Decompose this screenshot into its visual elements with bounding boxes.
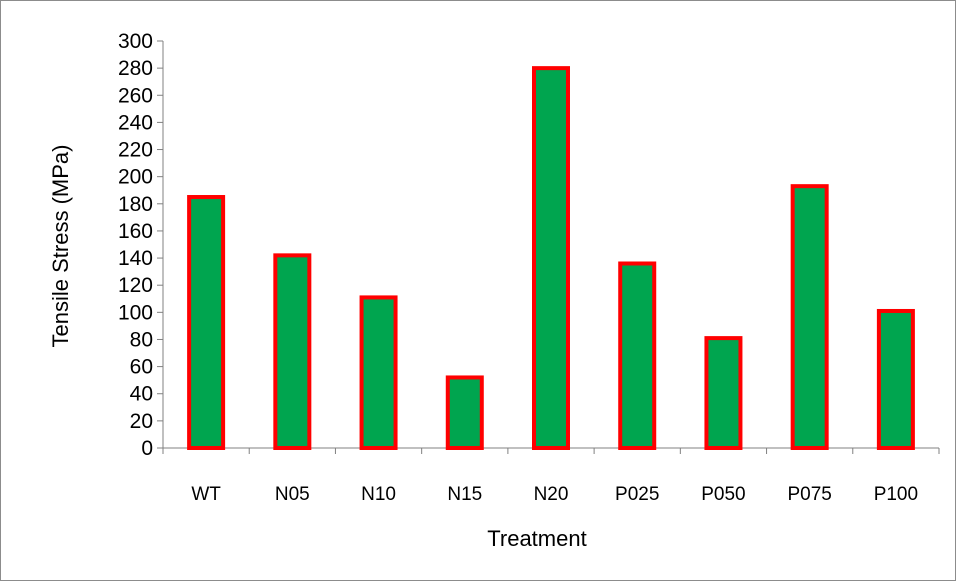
y-tick-label: 200 — [118, 166, 153, 189]
x-tick-label: N10 — [361, 484, 396, 505]
y-tick-label: 120 — [118, 274, 153, 297]
x-tick-label: P100 — [874, 484, 918, 505]
bar-n05 — [273, 253, 312, 450]
bar-n15 — [445, 375, 484, 451]
x-tick-label: N05 — [275, 484, 310, 505]
y-tick-label: 260 — [118, 84, 153, 107]
bar-p050 — [704, 336, 743, 450]
y-tick-label: 0 — [141, 437, 153, 460]
x-tick-label: P025 — [615, 484, 659, 505]
bar-wt — [187, 195, 226, 450]
x-axis-title: Treatment — [487, 526, 586, 551]
bar-n10 — [359, 295, 398, 450]
y-tick-label: 220 — [118, 139, 153, 162]
x-tick-label: WT — [191, 484, 221, 505]
y-tick-label: 80 — [130, 328, 153, 351]
y-tick-label: 280 — [118, 57, 153, 80]
x-tick-label: N15 — [447, 484, 482, 505]
y-tick-label: 180 — [118, 193, 153, 216]
y-tick-label: 20 — [130, 410, 153, 433]
y-tick-label: 100 — [118, 301, 153, 324]
y-axis: 0 20 40 60 80 100 120 140 160 180 200 220 240 260 280 3… — [118, 30, 164, 460]
y-tick-label: 300 — [118, 30, 153, 53]
y-tick-label: 40 — [130, 383, 153, 406]
y-tick-label: 160 — [118, 220, 153, 243]
bar-p025 — [618, 261, 657, 451]
x-axis: WT N05 N10 N15 N20 P025 P050 P075 P100 — [162, 447, 940, 505]
x-tick-label: P075 — [787, 484, 831, 505]
x-tick-label: P050 — [701, 484, 745, 505]
bar-p100 — [876, 308, 915, 450]
y-tick-label: 60 — [130, 356, 153, 379]
bars — [187, 66, 915, 451]
x-tick-label: N20 — [534, 484, 569, 505]
y-tick-label: 240 — [118, 111, 153, 134]
y-tick-label: 140 — [118, 247, 153, 270]
bar-p075 — [790, 184, 829, 450]
y-axis-title: Tensile Stress (MPa) — [48, 145, 73, 348]
bar-n20 — [532, 66, 570, 450]
